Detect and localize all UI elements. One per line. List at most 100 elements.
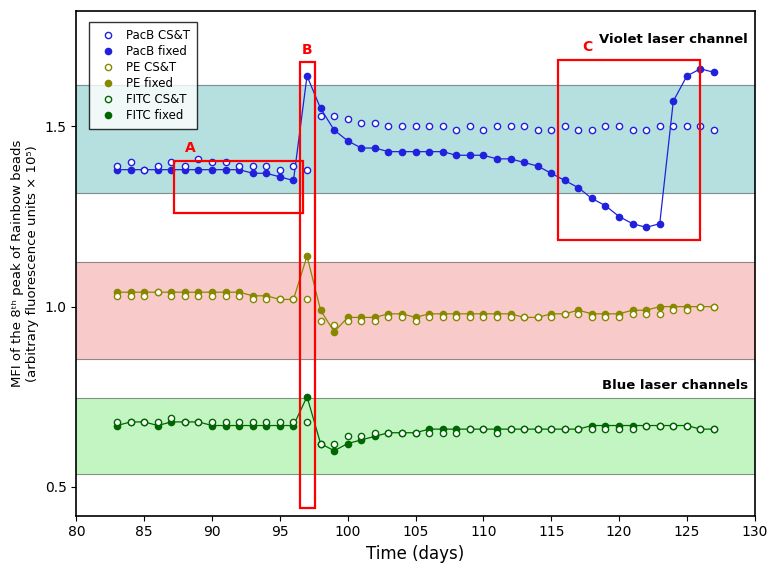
PE fixed: [153, 289, 163, 296]
PE CS&T: [370, 317, 379, 324]
FITC fixed: [438, 426, 447, 433]
PacB fixed: [112, 166, 122, 173]
Text: B: B: [301, 44, 312, 57]
PacB CS&T: [384, 123, 393, 130]
PE fixed: [465, 311, 474, 317]
PacB CS&T: [194, 156, 203, 162]
PacB CS&T: [560, 123, 569, 130]
PE fixed: [411, 314, 420, 321]
PE fixed: [221, 289, 231, 296]
FITC CS&T: [533, 426, 542, 433]
PacB fixed: [330, 127, 339, 134]
PE fixed: [520, 314, 529, 321]
PacB CS&T: [316, 112, 326, 119]
PacB CS&T: [506, 123, 515, 130]
FITC fixed: [330, 447, 339, 454]
PE fixed: [615, 311, 624, 317]
PacB CS&T: [641, 127, 650, 134]
PacB fixed: [668, 98, 678, 104]
PE fixed: [655, 303, 664, 310]
PE CS&T: [302, 296, 312, 303]
FITC fixed: [668, 422, 678, 429]
Bar: [76, 262, 755, 359]
FITC CS&T: [641, 422, 650, 429]
PacB CS&T: [207, 159, 217, 166]
FITC CS&T: [520, 426, 529, 433]
PE CS&T: [668, 307, 678, 313]
PE fixed: [601, 311, 610, 317]
FITC CS&T: [248, 418, 257, 425]
FITC CS&T: [221, 418, 231, 425]
PacB fixed: [601, 202, 610, 209]
FITC CS&T: [139, 418, 149, 425]
PacB fixed: [411, 148, 420, 155]
FITC CS&T: [682, 422, 692, 429]
FITC fixed: [615, 422, 624, 429]
PE CS&T: [330, 321, 339, 328]
PacB fixed: [465, 152, 474, 158]
PE CS&T: [153, 289, 163, 296]
PE fixed: [573, 307, 583, 313]
PE fixed: [479, 311, 488, 317]
FITC CS&T: [573, 426, 583, 433]
PE fixed: [587, 311, 597, 317]
PacB CS&T: [262, 162, 271, 169]
FITC CS&T: [452, 429, 461, 436]
PE fixed: [397, 311, 407, 317]
Bar: [76, 85, 755, 193]
PE CS&T: [126, 292, 136, 299]
PacB CS&T: [153, 162, 163, 169]
Line: PacB CS&T: PacB CS&T: [114, 113, 717, 173]
FITC fixed: [452, 426, 461, 433]
PacB CS&T: [438, 123, 447, 130]
PacB CS&T: [221, 159, 231, 166]
PE CS&T: [615, 314, 624, 321]
FITC fixed: [696, 426, 705, 433]
PE CS&T: [275, 296, 284, 303]
PE fixed: [560, 311, 569, 317]
PacB CS&T: [601, 123, 610, 130]
FITC fixed: [234, 422, 244, 429]
PE fixed: [492, 311, 502, 317]
PacB fixed: [492, 156, 502, 162]
PE fixed: [126, 289, 136, 296]
FITC fixed: [710, 426, 719, 433]
FITC fixed: [628, 422, 637, 429]
PE fixed: [316, 307, 326, 313]
PE fixed: [668, 303, 678, 310]
PE CS&T: [465, 314, 474, 321]
FITC fixed: [520, 426, 529, 433]
PacB fixed: [139, 166, 149, 173]
PE fixed: [533, 314, 542, 321]
PE CS&T: [357, 317, 366, 324]
PE fixed: [234, 289, 244, 296]
PacB fixed: [533, 162, 542, 169]
PE CS&T: [248, 296, 257, 303]
PacB fixed: [167, 166, 176, 173]
FITC fixed: [302, 393, 312, 400]
PE fixed: [370, 314, 379, 321]
Legend: PacB CS&T, PacB fixed, PE CS&T, PE fixed, FITC CS&T, FITC fixed: PacB CS&T, PacB fixed, PE CS&T, PE fixed…: [89, 22, 197, 129]
FITC CS&T: [180, 418, 189, 425]
PE fixed: [289, 296, 298, 303]
PE fixed: [194, 289, 203, 296]
PE CS&T: [194, 292, 203, 299]
FITC CS&T: [411, 429, 420, 436]
FITC fixed: [533, 426, 542, 433]
FITC CS&T: [262, 418, 271, 425]
PacB CS&T: [112, 162, 122, 169]
Line: PE CS&T: PE CS&T: [114, 289, 717, 328]
FITC fixed: [207, 422, 217, 429]
PE fixed: [262, 292, 271, 299]
PacB CS&T: [696, 123, 705, 130]
PacB CS&T: [397, 123, 407, 130]
PacB fixed: [343, 137, 352, 144]
FITC fixed: [275, 422, 284, 429]
PE fixed: [696, 303, 705, 310]
PacB fixed: [438, 148, 447, 155]
PacB CS&T: [248, 162, 257, 169]
PacB fixed: [384, 148, 393, 155]
PacB fixed: [547, 170, 556, 177]
FITC CS&T: [587, 426, 597, 433]
FITC CS&T: [275, 418, 284, 425]
